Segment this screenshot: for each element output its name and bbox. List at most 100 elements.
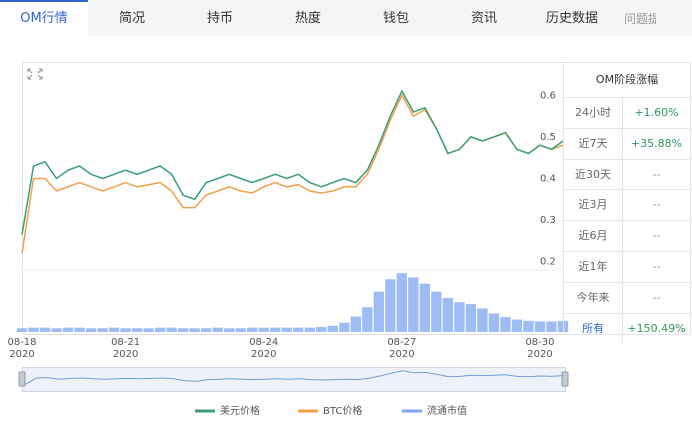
navigator-line [24, 370, 564, 386]
volume-bar [339, 322, 350, 332]
volume-bar [177, 328, 189, 332]
volume-bar [212, 327, 223, 332]
volume-bar [546, 321, 557, 332]
x-tick-label: 08-27 2020 [387, 337, 416, 360]
volume-bar [419, 283, 431, 332]
tab[interactable]: 钱包 [382, 11, 409, 26]
period: 近1年 [564, 251, 623, 282]
table-row: 近30天 -- [564, 159, 690, 191]
change: -- [652, 198, 661, 212]
volume-bar [224, 328, 235, 332]
volume-bar [454, 302, 465, 332]
y-tick-label: 0.6 [540, 90, 556, 101]
volume-bar [108, 327, 120, 332]
period: 近7天 [564, 128, 623, 159]
volume-bar [143, 328, 154, 332]
table-row: 近6月 -- [564, 221, 690, 252]
x-tick-label: 08-18 2020 [7, 337, 36, 360]
tab[interactable]: 简况 [118, 11, 145, 26]
volume-bar [28, 327, 39, 332]
change: -- [652, 259, 661, 273]
volume-bar [131, 328, 143, 332]
tab[interactable]: 问题提 [624, 12, 656, 26]
table-row: 近1年 -- [564, 251, 690, 283]
volume-bar [247, 327, 258, 332]
volume-bar [362, 307, 373, 332]
navigator-handle[interactable] [561, 371, 569, 387]
tab-bar: OM行情 简况 持币 热度 钱包 资讯 历史数据 问题提 [0, 0, 692, 36]
volume-bar [511, 319, 523, 332]
volume-bar [373, 291, 385, 332]
volume-bar [500, 317, 511, 332]
volume-bar [327, 325, 338, 332]
x-tick-label: 08-24 2020 [249, 337, 278, 360]
volume-bar [408, 277, 419, 332]
volume-bar [293, 327, 304, 332]
legend-label: 流通市值 [427, 404, 467, 417]
volume-bar [200, 328, 212, 332]
table-row: 近3月 -- [564, 190, 690, 222]
y-tick-label: 0.5 [540, 132, 556, 143]
volume-bar [270, 327, 281, 332]
table-title: OM阶段涨幅 [564, 63, 690, 98]
volume-bar [396, 273, 408, 332]
volume-bar [154, 327, 166, 332]
volume-bar [74, 327, 85, 332]
change: -- [652, 229, 661, 243]
x-tick-label: 08-30 2020 [525, 337, 554, 360]
change: +1.60% [634, 106, 679, 119]
volume-bar [350, 316, 361, 332]
change: -- [652, 290, 661, 304]
volume-bar [51, 328, 62, 332]
volume-bar [85, 328, 97, 332]
table-row: 24小时 +1.60% [564, 98, 690, 129]
volume-bar [281, 327, 292, 332]
y-tick-label: 0.2 [540, 257, 556, 268]
change: +35.88% [630, 136, 683, 150]
volume-bar [189, 328, 200, 332]
volume-bar [477, 308, 488, 332]
volume-bar [316, 327, 327, 332]
volume-bar [62, 327, 74, 332]
volume-bar [557, 320, 569, 332]
volume-bar [166, 327, 177, 332]
table-row: 今年来 -- [564, 282, 690, 314]
tab[interactable]: 热度 [294, 11, 321, 26]
volume-bar [120, 328, 131, 332]
volume-bar [258, 327, 269, 332]
y-tick-label: 0.3 [540, 215, 556, 226]
period: 近6月 [564, 221, 623, 251]
volume-bar [16, 328, 28, 332]
volume-bar [488, 313, 500, 332]
volume-bar [235, 328, 246, 332]
volume-bar [431, 291, 442, 332]
tab[interactable]: 历史数据 [545, 11, 598, 26]
period: 今年来 [564, 282, 623, 313]
change-table: OM阶段涨幅 24小时 +1.60% 近7天 +35.88% 近30天 -- 近3月 -- 近6月… [563, 62, 691, 344]
table-row: 所有 +150.49% [564, 313, 690, 344]
x-tick-label: 08-21 2020 [111, 337, 140, 360]
chart-frame [22, 62, 564, 335]
volume-bar [442, 297, 454, 332]
navigator-handle[interactable] [18, 371, 26, 387]
y-tick-label: 0.4 [540, 173, 556, 184]
legend-label: BTC价格 [323, 404, 362, 417]
change: -- [652, 167, 661, 181]
volume-bar [385, 279, 396, 332]
volume-bar [534, 321, 546, 332]
table-row: 近7天 +35.88% [564, 128, 690, 160]
volume-bar [304, 327, 315, 332]
tab[interactable]: 持币 [206, 11, 233, 26]
period: 24小时 [564, 98, 623, 128]
price-line [21, 93, 564, 254]
zoom-icon[interactable] [27, 68, 43, 80]
volume-bar [97, 328, 108, 332]
volume-bar [39, 327, 51, 332]
period: 所有 [564, 313, 623, 344]
tab[interactable]: OM行情 [0, 0, 88, 36]
tab[interactable]: 资讯 [470, 11, 497, 26]
price-line [21, 89, 564, 235]
legend-label: 美元价格 [220, 404, 260, 417]
